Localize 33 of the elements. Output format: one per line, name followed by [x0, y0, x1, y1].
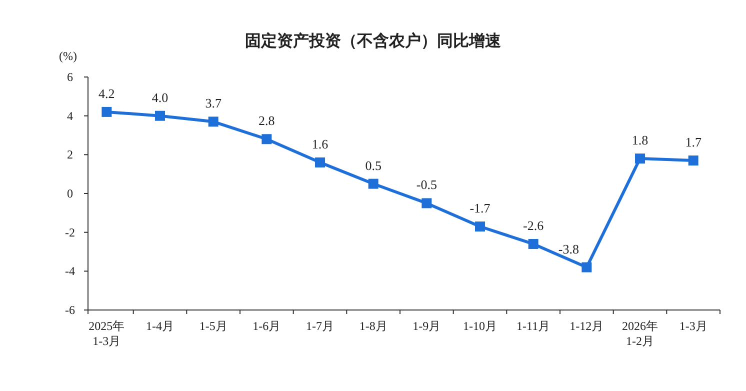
data-label: -1.7: [470, 200, 490, 216]
data-label: 4.0: [152, 90, 168, 105]
xtick: 2025年 1-3月: [88, 319, 125, 348]
ytick: 6: [67, 70, 73, 84]
data-label: -2.6: [523, 218, 544, 233]
title: 固定资产投资（不含农户）同比增速: [245, 33, 501, 50]
ytick: -2: [65, 225, 75, 240]
data-label: 0.5: [365, 158, 382, 173]
xtick: 1-7月: [306, 319, 334, 333]
xtick: 1-10月: [463, 319, 497, 333]
data-label: 1.7: [685, 134, 702, 150]
data-label: 4.2: [98, 86, 115, 101]
xtick: 1-11月: [516, 319, 550, 333]
xtick: 2026年 1-2月: [622, 319, 658, 348]
ytick: 2: [67, 148, 73, 162]
data-label: 1.8: [632, 132, 648, 148]
xtick: 1-12月: [570, 319, 604, 333]
data-label: 1.6: [312, 136, 328, 152]
xtick: 1-5月: [199, 319, 228, 333]
ylabel: (%): [59, 49, 77, 63]
data-label: 3.7: [205, 96, 222, 111]
ytick: -6: [65, 303, 75, 317]
xtick: 1-6月: [252, 319, 281, 333]
xtick: 1-4月: [146, 319, 174, 333]
ytick: -4: [65, 264, 75, 278]
data-label: -3.8: [558, 241, 579, 256]
xtick: 1-8月: [359, 319, 388, 333]
ytick: 0: [67, 186, 73, 200]
data-label: -0.5: [416, 177, 437, 192]
data-label: 2.8: [258, 113, 275, 128]
xtick: 1-3月: [679, 319, 708, 333]
xtick: 1-9月: [412, 319, 441, 333]
ytick: 4: [67, 108, 73, 123]
